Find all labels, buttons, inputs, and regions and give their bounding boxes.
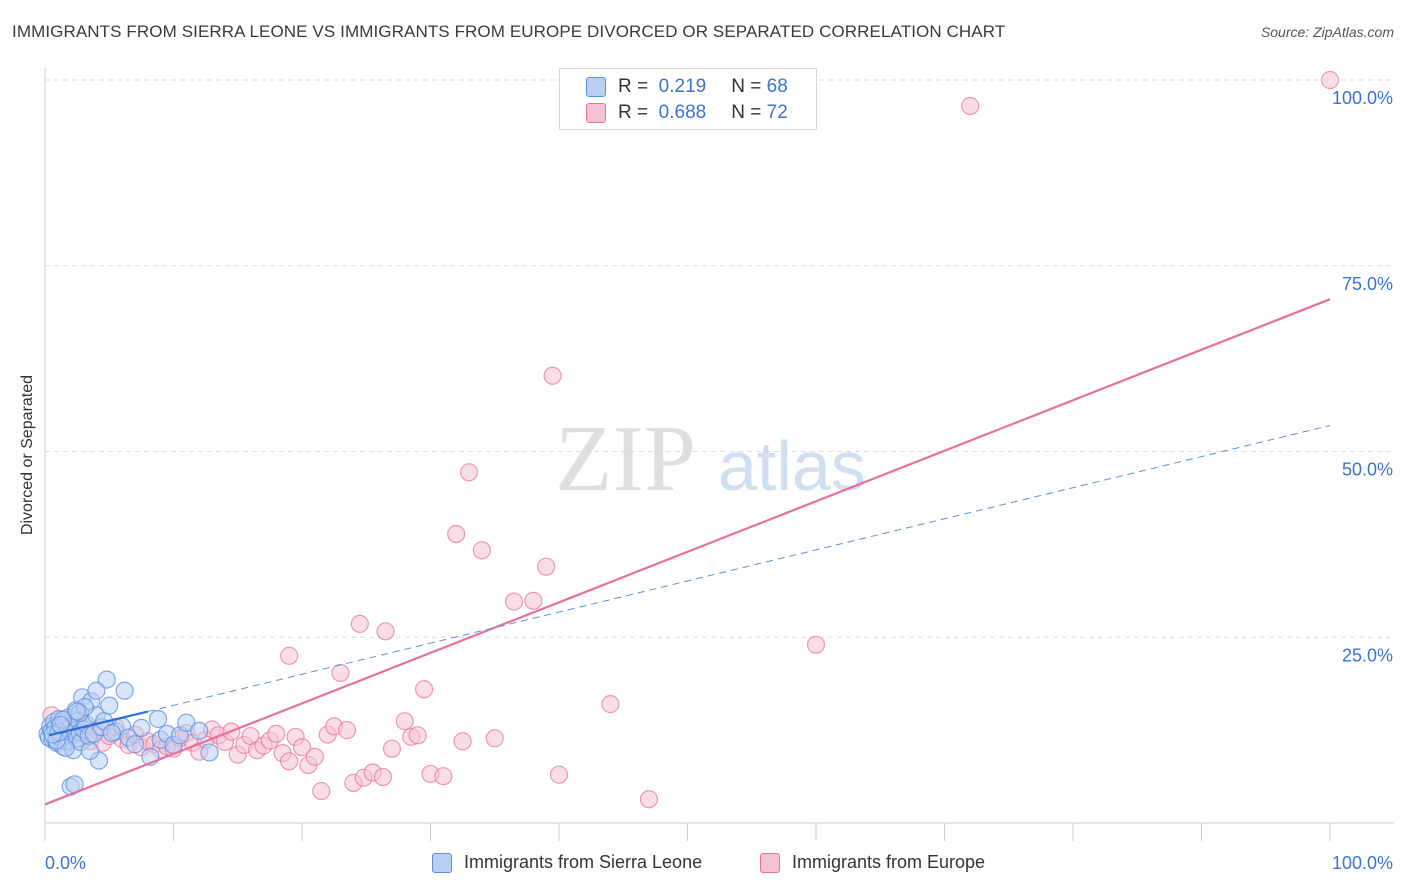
- y-tick-label: 25.0%: [1342, 645, 1393, 665]
- legend-n-label: N =: [731, 76, 762, 97]
- trend-line-sierra-leone-extended: [147, 425, 1331, 713]
- legend-item-europe[interactable]: Immigrants from Europe: [760, 852, 985, 873]
- data-point-europe: [543, 366, 562, 385]
- data-point-europe: [447, 524, 466, 544]
- legend-n-label: N =: [731, 102, 762, 123]
- data-point-europe: [504, 592, 524, 611]
- data-point-sierra-leone: [68, 702, 87, 721]
- data-point-europe: [524, 591, 543, 610]
- trend-line-sierra-leone: [48, 710, 149, 737]
- data-point-europe: [331, 663, 350, 683]
- legend-r-value: 0.219: [658, 76, 707, 97]
- watermark-atlas: atlas: [718, 427, 866, 505]
- legend-swatch-europe: [586, 103, 606, 123]
- data-point-europe: [485, 729, 504, 748]
- legend-label-europe: Immigrants from Europe: [792, 852, 986, 872]
- data-point-sierra-leone: [97, 670, 116, 689]
- data-point-europe: [350, 614, 369, 633]
- data-point-sierra-leone: [190, 721, 209, 740]
- data-point-europe: [453, 732, 472, 751]
- data-point-sierra-leone: [177, 713, 196, 732]
- tick-labels: 25.0% 50.0% 75.0% 100.0% 0.0% 100.0%: [45, 88, 1393, 873]
- watermark: ZIP atlas: [555, 407, 866, 511]
- data-point-europe: [305, 747, 324, 766]
- data-point-europe: [806, 635, 826, 654]
- y-tick-label: 75.0%: [1342, 274, 1393, 294]
- data-point-europe: [292, 738, 312, 757]
- data-point-europe: [382, 739, 402, 758]
- legend-swatch-sierra-leone: [586, 77, 606, 97]
- x-tick-label: 0.0%: [45, 853, 86, 873]
- legend-swatch-europe: [760, 852, 780, 873]
- grid-lines: [45, 79, 1394, 638]
- data-point-europe: [280, 646, 299, 665]
- legend-row-europe: R = 0.688 N = 72: [586, 101, 788, 125]
- data-point-europe: [267, 724, 286, 743]
- data-point-europe: [408, 726, 427, 745]
- legend-item-sierra-leone[interactable]: Immigrants from Sierra Leone: [432, 852, 702, 873]
- trend-lines: [44, 298, 1331, 806]
- legend-n-value: 68: [766, 76, 788, 97]
- data-point-europe: [1320, 70, 1340, 90]
- data-point-sierra-leone: [102, 723, 121, 743]
- data-point-sierra-leone: [148, 709, 168, 729]
- data-point-europe: [414, 680, 434, 699]
- data-point-sierra-leone: [132, 718, 151, 737]
- y-tick-label: 100.0%: [1332, 88, 1393, 108]
- data-point-europe: [395, 712, 414, 731]
- data-point-europe: [472, 541, 491, 560]
- series-sierra-leone-points: [38, 670, 219, 796]
- trend-line-europe: [44, 298, 1331, 806]
- data-point-europe: [601, 695, 620, 714]
- data-point-europe: [337, 721, 357, 740]
- data-point-sierra-leone: [200, 743, 219, 762]
- x-tick-label: 100.0%: [1332, 853, 1393, 873]
- legend-row-sierra-leone: R = 0.219 N = 68: [586, 75, 788, 99]
- data-point-europe: [961, 96, 980, 116]
- data-point-sierra-leone: [100, 696, 119, 715]
- data-point-sierra-leone: [115, 681, 134, 700]
- data-point-europe: [312, 781, 331, 801]
- legend-r-value: 0.688: [658, 102, 707, 123]
- y-tick-label: 50.0%: [1342, 460, 1393, 480]
- data-point-europe: [434, 767, 453, 786]
- data-point-europe: [549, 765, 569, 784]
- legend-n-value: 72: [766, 102, 788, 123]
- data-point-europe: [373, 767, 393, 787]
- correlation-legend: R = 0.219 N = 68 R = 0.688 N = 72: [559, 68, 817, 130]
- axes: [44, 68, 1394, 841]
- source-note: Source: ZipAtlas.com: [1260, 24, 1394, 40]
- legend-r-label: R =: [618, 102, 649, 123]
- legend-r-label: R =: [618, 76, 649, 97]
- data-point-europe: [280, 752, 299, 771]
- data-point-europe: [459, 463, 479, 482]
- legend-swatch-sierra-leone: [432, 852, 452, 873]
- data-point-europe: [376, 622, 395, 641]
- data-point-sierra-leone: [87, 681, 106, 700]
- data-point-sierra-leone: [125, 735, 145, 754]
- series-legend: Immigrants from Sierra Leone Immigrants …: [0, 852, 1406, 878]
- data-point-europe: [537, 557, 556, 576]
- chart-title: IMMIGRANTS FROM SIERRA LEONE VS IMMIGRAN…: [12, 22, 1006, 41]
- watermark-zip: ZIP: [555, 407, 696, 511]
- legend-label-sierra-leone: Immigrants from Sierra Leone: [464, 852, 703, 872]
- data-point-sierra-leone: [80, 741, 100, 761]
- data-point-europe: [639, 790, 659, 809]
